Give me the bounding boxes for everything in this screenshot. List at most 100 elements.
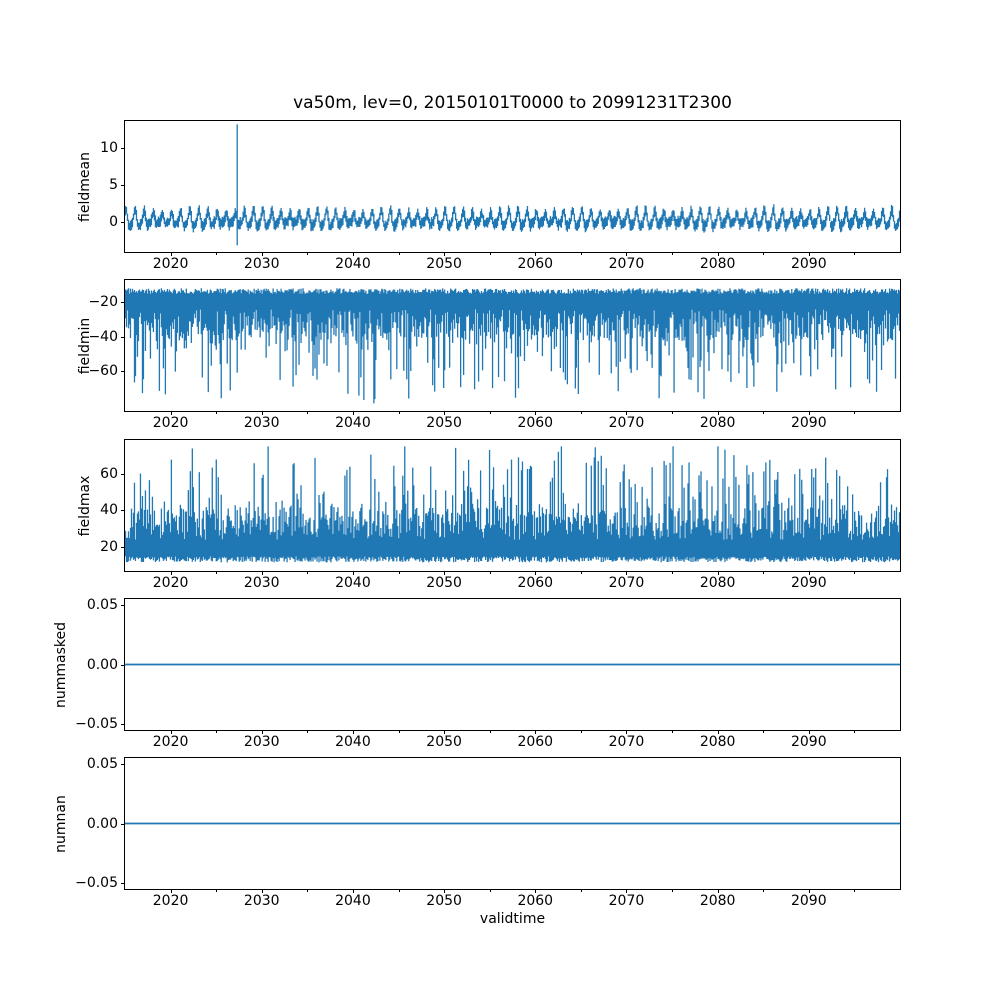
y-tick-label: 0.05 [86,756,118,773]
x-minor-tick [216,889,218,892]
x-tick-label: 2080 [699,575,736,591]
y-tick-label: 0.00 [86,656,118,673]
x-tick-label: 2070 [608,575,645,591]
y-tick [121,302,125,304]
x-tick [626,730,628,734]
x-tick-label: 2060 [517,256,554,272]
x-tick [808,571,810,575]
x-tick-label: 2070 [608,734,645,750]
x-minor-tick [489,252,491,255]
x-minor-tick [398,411,400,414]
y-tick [121,221,125,223]
y-axis-label-numnan: numnan [53,794,69,853]
subplot-fieldmax: fieldmax 2020 2030 2040 2050 2060 2070 2080 209… [77,439,901,591]
fieldmin-series [125,288,900,404]
x-minor-tick [580,730,582,733]
x-tick [535,252,537,256]
x-minor-tick [307,889,309,892]
x-tick [808,252,810,256]
x-tick-label: 2090 [790,575,827,591]
x-minor-tick [580,411,582,414]
x-tick-label: 2030 [243,415,280,431]
x-tick-label: 2050 [426,734,462,750]
x-minor-tick [307,252,309,255]
x-minor-tick [672,411,674,414]
fieldmax-line [125,446,900,563]
x-tick [717,252,719,256]
x-minor-tick [398,571,400,574]
x-tick-label: 2070 [608,893,645,909]
x-tick-label: 2040 [335,256,371,272]
y-axis-label-nummasked: nummasked [53,621,69,708]
y-tick [121,473,125,475]
x-minor-tick [216,411,218,414]
y-tick-label: −60 [88,363,118,380]
x-minor-tick [216,730,218,733]
x-tick-label: 2040 [335,415,371,431]
x-tick [352,730,354,734]
x-minor-tick [763,252,765,255]
x-minor-tick [580,571,582,574]
x-tick [444,252,446,256]
x-minor-tick [672,571,674,574]
x-minor-tick [307,411,309,414]
x-minor-tick [763,571,765,574]
x-tick [535,730,537,734]
x-minor-tick [854,411,856,414]
figure-title: va50m, lev=0, 20150101T0000 to 20991231T… [293,93,732,113]
x-tick-label: 2050 [426,256,462,272]
y-tick-label: −40 [88,328,118,345]
x-minor-tick [489,730,491,733]
x-minor-tick [672,252,674,255]
x-tick-label: 2060 [517,415,554,431]
x-tick [261,889,263,893]
nummasked-series [125,663,900,666]
x-tick [444,571,446,575]
x-tick [626,571,628,575]
y-tick-label: 0.05 [86,597,118,614]
x-tick-label: 2080 [699,734,736,750]
x-tick [626,411,628,415]
y-tick [121,371,125,373]
y-tick-label: 10 [100,139,118,156]
x-tick-label: 2030 [243,893,280,909]
y-tick-label: −0.05 [75,715,118,732]
x-tick-label: 2090 [790,415,827,431]
x-tick [352,411,354,415]
y-tick [121,547,125,549]
x-minor-tick [763,411,765,414]
y-tick-label: 5 [109,176,118,193]
x-tick [717,411,719,415]
x-minor-tick [489,571,491,574]
x-tick-label: 2040 [335,893,371,909]
x-tick-label: 2020 [152,256,189,272]
x-tick-label: 2080 [699,256,736,272]
x-tick [170,411,172,415]
y-axis-label-fieldmean: fieldmean [77,151,93,222]
x-tick-label: 2090 [790,734,827,750]
x-tick [261,411,263,415]
subplot-fieldmin: fieldmin 2020 2030 2040 2050 2060 2070 2080 209… [77,279,901,431]
x-tick [808,889,810,893]
y-tick-label: −20 [88,294,118,311]
x-tick-label: 2050 [426,893,462,909]
x-minor-tick [672,889,674,892]
x-tick-label: 2070 [608,415,645,431]
x-minor-tick [216,252,218,255]
x-tick [444,730,446,734]
x-axis-label: validtime [479,911,546,927]
x-tick [352,252,354,256]
x-tick [444,889,446,893]
x-tick [444,411,446,415]
x-minor-tick [398,730,400,733]
x-tick [352,571,354,575]
x-tick-label: 2060 [517,893,554,909]
x-tick-label: 2030 [243,256,280,272]
x-minor-tick [398,252,400,255]
x-minor-tick [763,889,765,892]
y-tick-label: 40 [100,502,118,519]
x-tick-label: 2020 [152,415,189,431]
x-tick [808,411,810,415]
x-tick-label: 2050 [426,415,462,431]
x-minor-tick [854,889,856,892]
